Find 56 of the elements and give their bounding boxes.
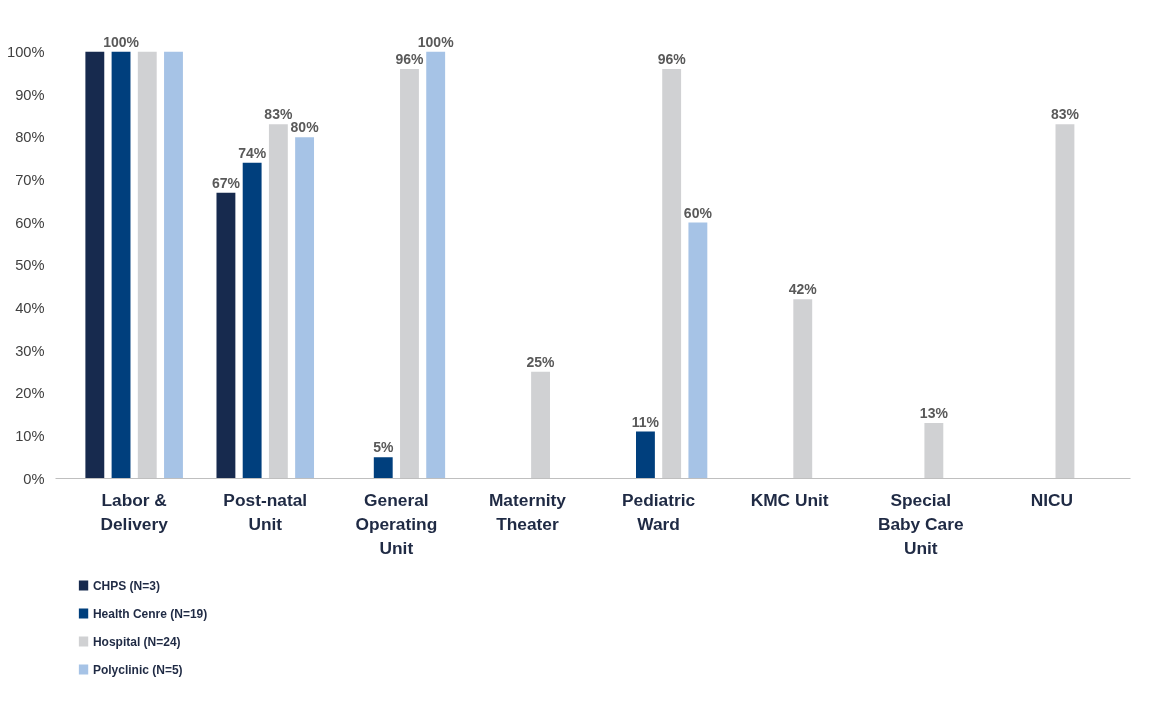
bar: [1055, 124, 1075, 479]
y-tick-label: 10%: [15, 427, 45, 444]
bar: [662, 68, 682, 479]
y-tick-label: 90%: [15, 86, 45, 103]
legend-label: Hospital (N=24): [92, 634, 181, 649]
legend-label: CHPS (N=3): [92, 578, 160, 593]
y-tick-label: 70%: [15, 171, 45, 188]
data-label: 60%: [683, 204, 713, 221]
x-tick-label: Labor & Delivery: [100, 489, 169, 534]
x-tick-label: Maternity Theater: [488, 489, 567, 534]
data-label: 67%: [211, 174, 241, 191]
bar: [216, 192, 236, 479]
y-tick-label: 0%: [23, 470, 45, 487]
bar: [924, 423, 944, 479]
x-tick-label: KMC Unit: [750, 489, 829, 510]
y-tick-label: 40%: [15, 299, 45, 316]
bar: [85, 51, 105, 479]
data-label: 96%: [395, 50, 425, 67]
bar: [111, 51, 131, 479]
bar: [688, 222, 708, 479]
x-tick-label: Post-natal Unit: [223, 489, 308, 534]
bar: [793, 299, 813, 479]
bar: [531, 371, 550, 479]
x-tick-label: General Operating Unit: [355, 489, 438, 558]
y-tick-label: 80%: [15, 129, 45, 146]
bar: [242, 162, 262, 479]
bar: [400, 68, 419, 479]
bar: [373, 457, 393, 479]
data-label: 96%: [657, 50, 687, 67]
data-label: 11%: [631, 413, 660, 430]
bar: [295, 137, 315, 479]
legend-label: Health Cenre (N=19): [92, 606, 208, 621]
data-label: 25%: [526, 353, 556, 370]
bar: [426, 51, 446, 479]
data-label: 83%: [264, 106, 293, 123]
data-label: 100%: [417, 33, 455, 50]
x-tick-label: Pediatric Ward: [621, 489, 696, 534]
y-tick-label: 20%: [15, 385, 45, 402]
y-tick-label: 50%: [15, 257, 45, 274]
x-tick-label: Special Baby Care Unit: [877, 489, 964, 558]
data-label: 42%: [788, 281, 818, 298]
data-label: 83%: [1050, 106, 1080, 123]
data-label: 74%: [238, 144, 267, 161]
bar: [164, 51, 183, 479]
data-label: 13%: [919, 405, 949, 422]
y-tick-label: 30%: [15, 342, 45, 359]
data-label: 5%: [373, 439, 394, 456]
y-tick-label: 100%: [7, 43, 45, 60]
bar: [268, 124, 288, 479]
bar: [137, 51, 157, 479]
x-tick-label: NICU: [1030, 489, 1074, 510]
bar: [636, 431, 655, 479]
legend-label: Polyclinic (N=5): [92, 662, 183, 677]
data-label: 80%: [290, 119, 320, 136]
y-tick-label: 60%: [15, 214, 45, 231]
data-label: 100%: [103, 33, 140, 50]
